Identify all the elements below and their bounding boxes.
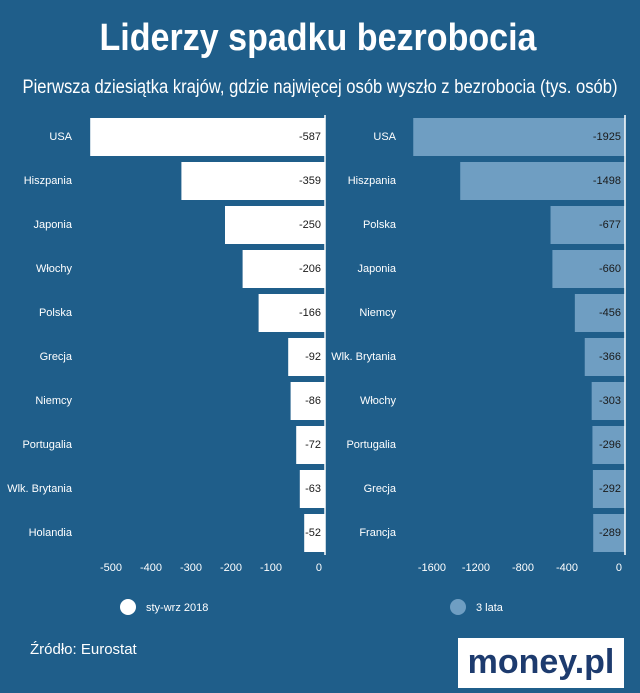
category-label: Włochy: [36, 263, 73, 275]
category-label: USA: [49, 131, 72, 143]
category-label: Grecja: [40, 351, 73, 363]
x-tick-label: -400: [556, 562, 578, 574]
bar: [593, 514, 625, 552]
bar: [181, 162, 325, 200]
legend-label: 3 lata: [476, 602, 504, 614]
category-label: Polska: [363, 219, 397, 231]
value-label: -366: [599, 351, 621, 363]
bar: [299, 470, 325, 508]
bar: [552, 250, 625, 288]
bar: [290, 382, 325, 420]
bar: [574, 294, 625, 332]
value-label: -296: [599, 439, 621, 451]
title: Liderzy spadku bezrobocia: [100, 17, 538, 59]
x-tick-label: 0: [316, 562, 322, 574]
bar: [225, 206, 325, 244]
bar: [460, 162, 625, 200]
bar: [584, 338, 625, 376]
category-label: Japonia: [33, 219, 72, 231]
legend-label: sty-wrz 2018: [146, 602, 208, 614]
value-label: -677: [599, 219, 621, 231]
x-tick-label: -1200: [462, 562, 490, 574]
value-label: -86: [305, 395, 321, 407]
logo: money.pl: [468, 643, 615, 681]
bar: [591, 382, 625, 420]
value-label: -52: [305, 527, 321, 539]
x-tick-label: -300: [180, 562, 202, 574]
category-label: Wlk. Brytania: [7, 483, 73, 495]
category-label: Grecja: [364, 483, 397, 495]
bar: [258, 294, 325, 332]
x-tick-label: -400: [140, 562, 162, 574]
category-label: Niemcy: [35, 395, 72, 407]
value-label: -166: [299, 307, 321, 319]
logo-box: [458, 638, 624, 688]
value-label: -1498: [593, 175, 621, 187]
value-label: -63: [305, 483, 321, 495]
value-label: -1925: [593, 131, 621, 143]
subtitle: Pierwsza dziesiątka krajów, gdzie najwię…: [23, 77, 618, 98]
value-label: -303: [599, 395, 621, 407]
category-label: Polska: [39, 307, 73, 319]
category-label: USA: [373, 131, 396, 143]
category-label: Niemcy: [359, 307, 396, 319]
x-tick-label: -200: [220, 562, 242, 574]
bar: [413, 118, 625, 156]
bar: [90, 118, 325, 156]
bar: [242, 250, 325, 288]
value-label: -292: [599, 483, 621, 495]
legend-marker: [450, 599, 466, 615]
value-label: -250: [299, 219, 321, 231]
category-label: Francja: [359, 527, 397, 539]
category-label: Holandia: [29, 527, 73, 539]
category-label: Włochy: [360, 395, 397, 407]
bar: [592, 470, 625, 508]
category-label: Japonia: [357, 263, 396, 275]
category-label: Wlk. Brytania: [331, 351, 397, 363]
value-label: -660: [599, 263, 621, 275]
bar: [296, 426, 325, 464]
value-label: -587: [299, 131, 321, 143]
value-label: -206: [299, 263, 321, 275]
bar: [288, 338, 325, 376]
value-label: -92: [305, 351, 321, 363]
category-label: Portugalia: [346, 439, 396, 451]
x-tick-label: -1600: [418, 562, 446, 574]
value-label: -456: [599, 307, 621, 319]
bar: [304, 514, 325, 552]
bar: [550, 206, 625, 244]
bar: [592, 426, 625, 464]
source: Źródło: Eurostat: [30, 641, 138, 658]
value-label: -72: [305, 439, 321, 451]
value-label: -289: [599, 527, 621, 539]
category-label: Hiszpania: [24, 175, 73, 187]
x-tick-label: -100: [260, 562, 282, 574]
x-tick-label: -500: [100, 562, 122, 574]
value-label: -359: [299, 175, 321, 187]
legend-marker: [120, 599, 136, 615]
x-tick-label: -800: [512, 562, 534, 574]
category-label: Hiszpania: [348, 175, 397, 187]
category-label: Portugalia: [22, 439, 72, 451]
x-tick-label: 0: [616, 562, 622, 574]
